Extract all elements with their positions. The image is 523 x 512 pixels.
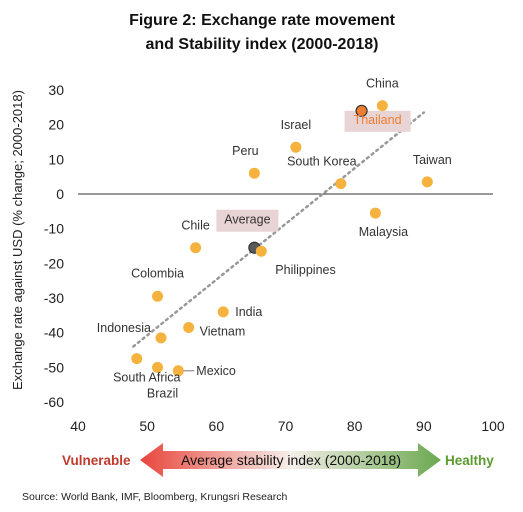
vietnam-label: Vietnam bbox=[200, 324, 246, 338]
taiwan-label: Taiwan bbox=[413, 153, 452, 167]
healthy-label: Healthy bbox=[445, 453, 494, 468]
chile-point bbox=[190, 242, 202, 254]
y-tick-label: 10 bbox=[48, 151, 64, 167]
vulnerable-label: Vulnerable bbox=[62, 453, 131, 468]
trend-line bbox=[132, 111, 426, 348]
philippines-point bbox=[255, 245, 267, 257]
india-point bbox=[217, 306, 229, 318]
x-tick-label: 60 bbox=[209, 418, 225, 434]
point-labels: China Thailand Israel Peru South Korea Taiwan… bbox=[97, 77, 452, 401]
thailand-label: Thailand bbox=[354, 113, 402, 127]
chart-title-line1: Figure 2: Exchange rate movement bbox=[129, 12, 396, 29]
chart-title-line2: and Stability index (2000-2018) bbox=[146, 36, 379, 53]
y-tick-label: 20 bbox=[48, 117, 64, 133]
chile-label: Chile bbox=[181, 219, 210, 233]
israel-label: Israel bbox=[281, 118, 312, 132]
stability-index-label: Average stability index (2000-2018) bbox=[181, 452, 401, 468]
x-tick-label: 100 bbox=[481, 418, 505, 434]
x-tick-label: 80 bbox=[347, 418, 363, 434]
colombia-point bbox=[152, 290, 164, 302]
indonesia-point bbox=[155, 332, 167, 344]
taiwan-point bbox=[421, 176, 433, 188]
x-tick-label: 40 bbox=[70, 418, 86, 434]
brazil-label: Brazil bbox=[147, 386, 178, 400]
y-tick-label: -20 bbox=[44, 255, 64, 271]
x-tick-label: 90 bbox=[416, 418, 432, 434]
y-axis-label: Exchange rate against USD (% change; 200… bbox=[10, 90, 25, 390]
vietnam-point bbox=[183, 321, 195, 333]
south-korea-label: South Korea bbox=[287, 155, 357, 169]
philippines-label: Philippines bbox=[275, 263, 335, 277]
peru-point bbox=[248, 167, 260, 179]
average-label-box bbox=[216, 209, 279, 232]
source-note: Source: World Bank, IMF, Bloomberg, Krun… bbox=[22, 491, 287, 503]
south-africa-point bbox=[131, 353, 143, 365]
data-points bbox=[131, 100, 433, 377]
south-africa-label: South Africa bbox=[113, 371, 180, 385]
south-korea-point bbox=[335, 178, 347, 190]
malaysia-point bbox=[369, 207, 381, 219]
mexico-point bbox=[172, 365, 184, 377]
india-label: India bbox=[235, 305, 262, 319]
y-tick-label: -30 bbox=[44, 290, 64, 306]
y-tick-label: -10 bbox=[44, 221, 64, 237]
x-tick-label: 50 bbox=[139, 418, 155, 434]
y-axis-ticks: 30 20 10 0 -10 -20 -30 -40 -50 -60 bbox=[44, 82, 64, 410]
y-tick-label: 0 bbox=[56, 186, 64, 202]
brazil-point bbox=[152, 361, 164, 373]
peru-label: Peru bbox=[232, 144, 258, 158]
colombia-label: Colombia bbox=[131, 266, 184, 280]
stability-arrow bbox=[140, 443, 441, 477]
average-label: Average bbox=[224, 213, 270, 227]
indonesia-label: Indonesia bbox=[97, 321, 151, 335]
y-tick-label: -50 bbox=[44, 359, 64, 375]
thailand-point bbox=[355, 104, 368, 117]
y-tick-label: 30 bbox=[48, 82, 64, 98]
y-tick-label: -60 bbox=[44, 394, 64, 410]
china-point bbox=[376, 100, 388, 112]
x-axis-ticks: 40 50 60 70 80 90 100 bbox=[70, 418, 505, 434]
y-tick-label: -40 bbox=[44, 325, 64, 341]
malaysia-label: Malaysia bbox=[359, 225, 408, 239]
china-label: China bbox=[366, 77, 399, 91]
x-tick-label: 70 bbox=[278, 418, 294, 434]
mexico-label: Mexico bbox=[196, 364, 236, 378]
israel-point bbox=[290, 141, 302, 153]
